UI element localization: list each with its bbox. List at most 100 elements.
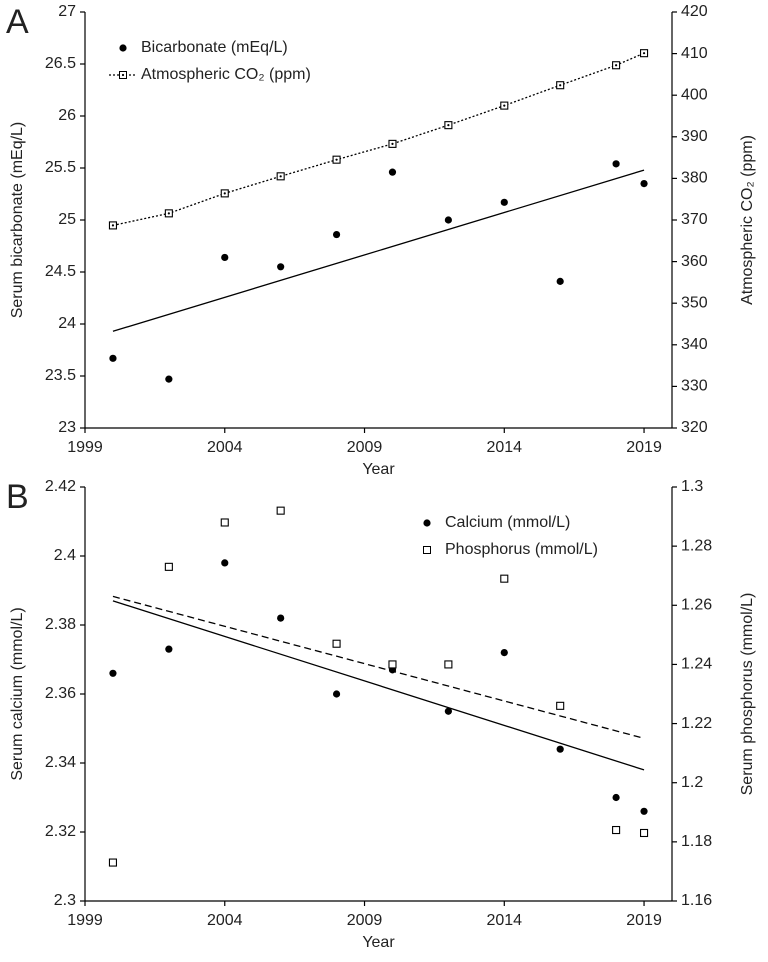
marker-dot bbox=[223, 192, 226, 195]
trend-line bbox=[112, 600, 645, 771]
y-tick-label: 2.36 bbox=[45, 685, 76, 702]
legend-label: Bicarbonate (mEq/L) bbox=[141, 39, 288, 56]
y-tick-label: 2.34 bbox=[45, 754, 76, 771]
series-line bbox=[112, 52, 645, 227]
legend-label: Calcium (mmol/L) bbox=[445, 514, 570, 531]
y2-tick-label: 420 bbox=[681, 3, 708, 20]
x-tick-label: 2019 bbox=[626, 439, 662, 456]
data-point bbox=[444, 660, 453, 669]
x-tick-label: 1999 bbox=[67, 439, 103, 456]
data-point bbox=[444, 216, 452, 224]
marker-dot bbox=[279, 175, 282, 178]
data-point bbox=[221, 559, 229, 567]
y-tick-label: 25 bbox=[58, 211, 76, 228]
trend-line bbox=[112, 595, 645, 739]
y2-tick-label: 380 bbox=[681, 170, 708, 187]
legend-marker bbox=[119, 44, 127, 52]
data-point bbox=[612, 793, 620, 802]
data-point bbox=[108, 858, 118, 867]
y2-tick-label: 350 bbox=[681, 294, 708, 311]
data-point bbox=[500, 198, 508, 206]
y2-tick-label: 340 bbox=[681, 336, 708, 353]
data-point bbox=[109, 669, 117, 677]
x-tick-label: 1999 bbox=[67, 912, 103, 929]
data-point bbox=[276, 506, 285, 515]
y2-tick-label: 1.3 bbox=[681, 478, 703, 495]
data-point bbox=[612, 160, 620, 168]
y2-tick-label: 1.24 bbox=[681, 656, 712, 673]
y-axis-title: Serum bicarbonate (mEq/L) bbox=[9, 122, 26, 319]
x-tick-label: 2019 bbox=[626, 912, 662, 929]
marker-dot bbox=[559, 84, 562, 87]
panel-label: A bbox=[6, 3, 29, 41]
y2-tick-label: 1.28 bbox=[681, 537, 712, 554]
data-point bbox=[277, 614, 285, 622]
data-point bbox=[640, 180, 648, 188]
x-axis-title: Year bbox=[362, 461, 395, 478]
y2-tick-label: 320 bbox=[681, 419, 708, 436]
y-axis-title: Serum calcium (mmol/L) bbox=[9, 607, 26, 780]
y2-tick-label: 410 bbox=[681, 45, 708, 62]
marker-dot bbox=[614, 64, 618, 67]
y-tick-label: 24 bbox=[58, 315, 76, 332]
y2-tick-label: 1.2 bbox=[681, 774, 703, 791]
data-point bbox=[444, 707, 452, 715]
y-tick-label: 26 bbox=[58, 107, 76, 124]
x-tick-label: 2004 bbox=[207, 439, 243, 456]
data-point bbox=[332, 690, 341, 698]
y2-axis-title: Serum phosphorus (mmol/L) bbox=[739, 593, 756, 796]
marker-dot bbox=[642, 52, 646, 55]
y2-axis-title: Atmospheric CO₂ (ppm) bbox=[739, 135, 756, 305]
data-point bbox=[500, 574, 509, 583]
marker-dot bbox=[391, 142, 394, 145]
data-point bbox=[640, 807, 648, 815]
y-tick-label: 23 bbox=[58, 419, 76, 436]
y-tick-label: 2.42 bbox=[45, 478, 76, 495]
marker-dot bbox=[447, 124, 450, 127]
marker-dot bbox=[335, 158, 338, 161]
y2-tick-label: 1.16 bbox=[681, 892, 712, 909]
data-point bbox=[388, 168, 397, 176]
trend-line bbox=[112, 169, 645, 332]
data-point bbox=[109, 354, 117, 362]
data-point bbox=[612, 825, 621, 835]
y2-tick-label: 370 bbox=[681, 211, 708, 228]
y-tick-label: 2.38 bbox=[45, 616, 76, 633]
y2-tick-label: 1.18 bbox=[681, 833, 712, 850]
y-tick-label: 23.5 bbox=[45, 367, 76, 384]
y-tick-label: 26.5 bbox=[45, 55, 76, 72]
x-tick-label: 2014 bbox=[486, 439, 522, 456]
x-tick-label: 2004 bbox=[207, 912, 243, 929]
data-point bbox=[165, 645, 173, 653]
marker-dot bbox=[167, 212, 170, 215]
x-axis-title: Year bbox=[362, 934, 395, 951]
data-point bbox=[639, 828, 649, 838]
data-point bbox=[500, 649, 508, 657]
marker-dot bbox=[111, 224, 115, 227]
data-point bbox=[220, 518, 229, 527]
legend-label: Phosphorus (mmol/L) bbox=[445, 541, 598, 558]
y2-tick-label: 400 bbox=[681, 86, 708, 103]
marker-dot bbox=[503, 104, 506, 107]
x-tick-label: 2009 bbox=[347, 439, 383, 456]
data-point bbox=[556, 277, 564, 285]
legend-marker bbox=[423, 519, 431, 527]
y-tick-label: 2.32 bbox=[45, 823, 76, 840]
x-tick-label: 2009 bbox=[347, 912, 383, 929]
y-tick-label: 2.4 bbox=[54, 547, 76, 564]
y2-tick-label: 1.26 bbox=[681, 597, 712, 614]
legend-label: Atmospheric CO₂ (ppm) bbox=[141, 66, 311, 83]
data-point bbox=[388, 660, 397, 669]
y-tick-label: 27 bbox=[58, 3, 76, 20]
data-point bbox=[277, 263, 285, 271]
data-point bbox=[556, 745, 564, 753]
legend-marker bbox=[423, 546, 431, 554]
data-point bbox=[332, 230, 341, 239]
data-point bbox=[164, 562, 173, 571]
data-point bbox=[221, 253, 229, 262]
y2-tick-label: 390 bbox=[681, 128, 708, 145]
y2-tick-label: 1.22 bbox=[681, 715, 712, 732]
y2-tick-label: 360 bbox=[681, 253, 708, 270]
y-tick-label: 2.3 bbox=[54, 892, 76, 909]
